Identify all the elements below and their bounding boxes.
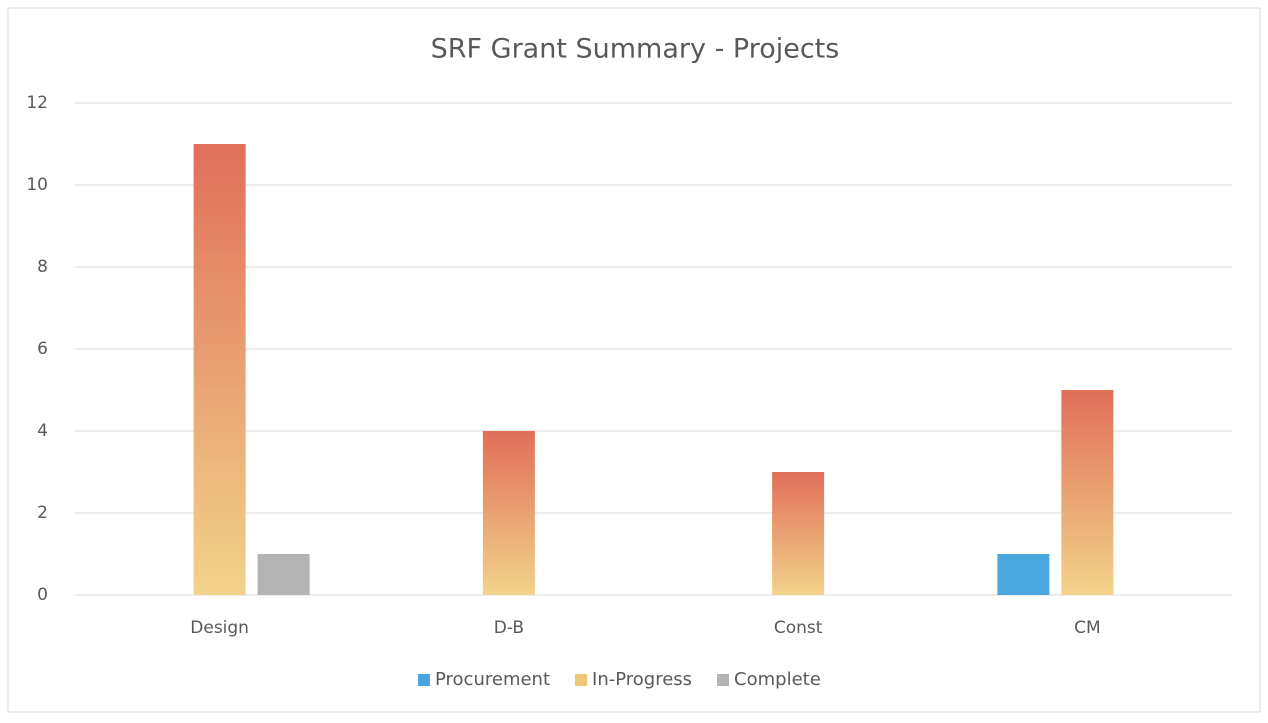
bar (257, 554, 310, 595)
y-tick-label: 8 (37, 257, 48, 277)
y-tick-label: 4 (37, 421, 48, 441)
x-tick-label: Const (774, 618, 823, 638)
chart-title: SRF Grant Summary - Projects (431, 34, 840, 65)
legend-swatch (418, 674, 430, 686)
bar (772, 472, 825, 595)
legend-label: In-Progress (592, 669, 692, 690)
legend-label: Procurement (435, 669, 550, 690)
y-tick-label: 10 (26, 175, 48, 195)
x-tick-label: CM (1074, 618, 1101, 638)
y-tick-label: 6 (37, 339, 48, 359)
legend-swatch (575, 674, 588, 686)
y-tick-label: 12 (26, 93, 48, 113)
y-tick-label: 0 (37, 585, 48, 605)
x-tick-label: D-B (494, 618, 524, 638)
x-tick-label: Design (190, 618, 249, 638)
bar (1061, 390, 1114, 595)
bar (997, 554, 1050, 595)
bar (482, 431, 535, 595)
y-tick-label: 2 (37, 503, 48, 523)
legend-swatch (717, 674, 730, 686)
bar (193, 144, 246, 595)
legend-label: Complete (734, 669, 821, 690)
